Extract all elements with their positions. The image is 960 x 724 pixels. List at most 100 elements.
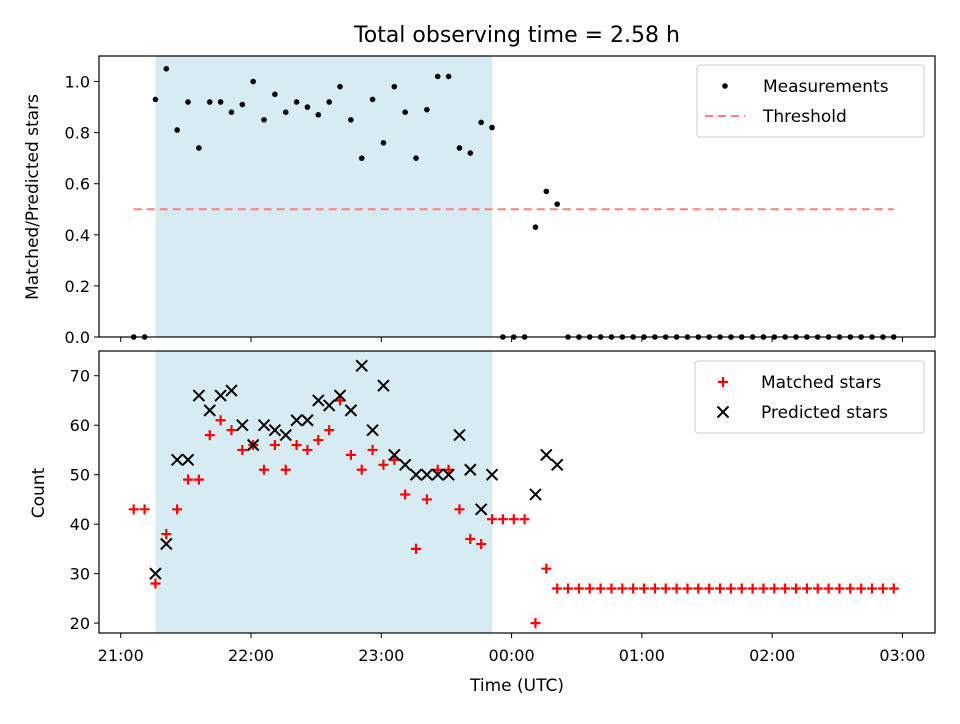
matched-star-point [856, 583, 867, 594]
measurement-point [391, 83, 398, 90]
predicted-star-point [268, 423, 282, 437]
y-tick-label: 50 [70, 466, 90, 485]
predicted-star-point [333, 389, 347, 402]
predicted-star-point [203, 404, 216, 417]
predicted-star-point [257, 419, 271, 432]
matched-star-point [725, 583, 736, 594]
y-tick-label: 30 [70, 565, 90, 584]
matched-star-point [747, 583, 758, 594]
matched-star-point [584, 583, 595, 594]
measurement-point [174, 127, 180, 133]
measurement-point [424, 106, 430, 113]
matched-star-point [476, 538, 487, 549]
matched-star-point [161, 529, 172, 540]
measurement-point [413, 155, 419, 161]
measurement-point [532, 224, 539, 230]
legend-label: Threshold [762, 107, 847, 127]
x-tick-label: 22:00 [228, 646, 274, 665]
measurement-point [402, 109, 408, 115]
matched-star-point [649, 583, 660, 594]
matched-star-point [693, 583, 704, 594]
x-tick-label: 00:00 [489, 646, 535, 665]
measurement-point [467, 150, 474, 156]
matched-star-point [834, 583, 845, 594]
measurement-point [337, 83, 343, 90]
measurement-point [434, 73, 441, 80]
matched-star-point [888, 583, 899, 594]
measurement-point [478, 119, 484, 126]
matched-star-point [758, 583, 769, 594]
measurement-point [152, 96, 159, 103]
legend-box [694, 360, 925, 434]
measurement-point [272, 91, 278, 98]
top-chart-title: Total observing time = 2.58 h [353, 23, 680, 48]
top-panel: 0.0 0.2 0.4 0.6 0.8 1.0 Measurements Threshold [65, 55, 936, 347]
matched-star-point [497, 514, 508, 525]
matched-star-point [563, 583, 574, 594]
matched-star-point [845, 583, 856, 594]
matched-star-point [487, 514, 498, 525]
matched-star-point [682, 583, 693, 594]
predicted-star-point [464, 463, 477, 476]
measurement-point [445, 73, 452, 80]
matched-star-point [432, 464, 443, 475]
matched-star-point [291, 440, 302, 450]
predicted-star-point [322, 399, 336, 412]
predicted-star-point [312, 394, 325, 407]
predicted-star-point [192, 389, 206, 402]
y-tick-label: 40 [70, 515, 90, 534]
matched-star-point [769, 583, 780, 594]
matched-star-point [715, 583, 726, 594]
x-axis-label: Time (UTC) [469, 676, 564, 696]
matched-star-point [226, 425, 237, 436]
matched-star-point [867, 583, 878, 594]
predicted-star-point [431, 468, 444, 481]
measurement-point [163, 65, 170, 72]
matched-star-point [139, 504, 150, 515]
y-tick-label: 70 [70, 367, 90, 386]
matched-star-point [193, 474, 204, 485]
matched-star-point [606, 583, 617, 594]
matched-star-point [519, 514, 530, 525]
matched-star-point [780, 583, 791, 594]
y-tick-label: 0.4 [65, 226, 90, 245]
matched-star-point [400, 489, 411, 500]
predicted-star-point [540, 448, 553, 462]
shaded-observation-window [155, 351, 493, 633]
predicted-star-point [485, 468, 499, 481]
matched-star-point [411, 543, 422, 554]
x-tick-label: 23:00 [358, 646, 404, 665]
matched-star-point [335, 395, 346, 406]
matched-star-point [172, 504, 183, 515]
predicted-star-point [290, 414, 303, 427]
matched-star-point [736, 583, 747, 594]
matched-star-point [204, 430, 215, 441]
legend-label: Predicted stars [761, 403, 888, 423]
predicted-star-point [377, 379, 390, 392]
matched-star-point [259, 464, 270, 475]
predicted-star-point [409, 468, 423, 481]
predicted-star-point [453, 428, 466, 442]
top-y-axis-label: Matched/Predicted stars [23, 94, 43, 300]
predicted-star-point [388, 448, 401, 462]
predicted-star-point [442, 468, 455, 481]
y-tick-label: 0.0 [65, 328, 90, 347]
matched-star-point [367, 444, 378, 455]
measurement-point [380, 140, 387, 146]
matched-star-point [671, 583, 682, 594]
y-tick-label: 20 [70, 614, 90, 633]
measurement-point [543, 188, 550, 195]
legend: Measurements Threshold [696, 64, 925, 138]
legend-box [696, 64, 925, 138]
measurement-point [293, 99, 300, 105]
y-tick-label: 0.6 [65, 175, 90, 194]
measurement-point [250, 78, 256, 85]
predicted-star-point [149, 567, 162, 580]
matched-star-point [443, 464, 454, 475]
predicted-star-point [160, 537, 173, 551]
matched-star-point [465, 534, 476, 544]
predicted-star-point [344, 404, 358, 417]
x-tick-label: 03:00 [879, 646, 925, 665]
predicted-star-point [529, 488, 542, 501]
matched-star-point [150, 578, 161, 589]
